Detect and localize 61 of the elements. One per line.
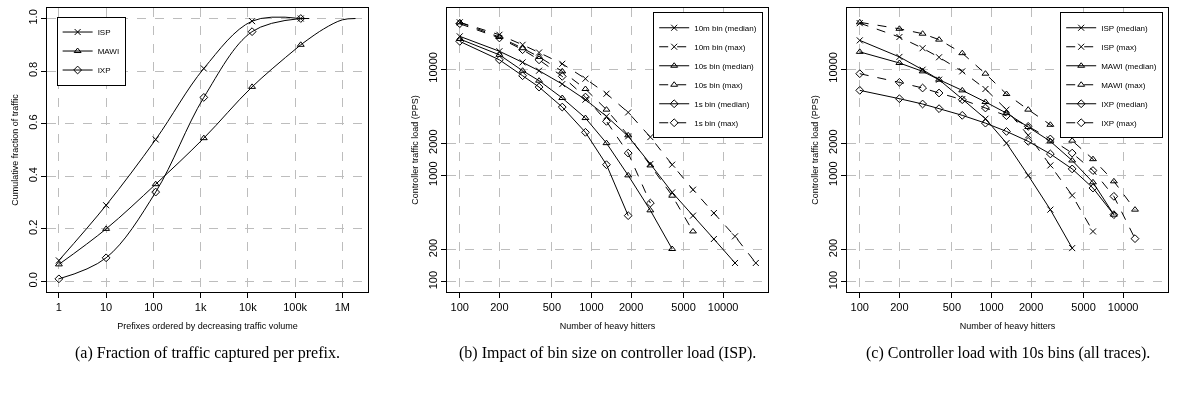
x-tick-label: 1000 [979, 301, 1004, 314]
y-axis-title: Controller traffic load (PPS) [409, 95, 420, 205]
y-tick-label: 0.4 [26, 167, 39, 183]
legend-label: ISP (median) [1101, 23, 1149, 33]
y-tick-label: 1000 [426, 161, 439, 186]
x-tick-label: 10000 [707, 301, 739, 314]
y-tick-label: 10000 [826, 52, 839, 83]
y-tick-label: 1.0 [26, 9, 39, 25]
y-tick-label: 0.2 [26, 219, 39, 235]
x-tick-label: 5000 [1071, 301, 1096, 314]
y-tick-label: 100 [426, 270, 439, 290]
x-tick-label: 1 [55, 301, 62, 314]
y-tick-label: 100 [826, 270, 839, 290]
legend-label: 10m bin (median) [694, 23, 757, 33]
x-tick-label: 100 [450, 301, 469, 314]
x-tick-label: 1M [334, 301, 350, 314]
legend-label: 10s bin (max) [694, 80, 743, 90]
x-tick-label: 10 [100, 301, 113, 314]
x-tick-label: 10000 [1107, 301, 1139, 314]
legend-label: 1s bin (median) [694, 99, 750, 109]
y-axis-title: Cumulative fraction of traffic [9, 93, 20, 206]
legend-label: IXP (median) [1101, 99, 1149, 109]
x-tick-label: 5000 [671, 301, 696, 314]
x-tick-label: 1000 [579, 301, 604, 314]
legend-label: MAWI [97, 47, 120, 57]
y-axis-title: Controller traffic load (PPS) [809, 95, 820, 205]
legend-label: IXP [97, 66, 111, 76]
y-tick-label: 200 [826, 238, 839, 258]
x-tick-label: 200 [890, 301, 909, 314]
legend-label: 1s bin (max) [694, 118, 739, 128]
x-tick-label: 200 [490, 301, 509, 314]
y-tick-label: 10000 [426, 52, 439, 83]
x-tick-label: 10k [238, 301, 258, 314]
x-tick-label: 100 [144, 301, 163, 314]
y-tick-label: 200 [426, 238, 439, 258]
y-tick-label: 0.6 [26, 114, 39, 130]
y-tick-label: 1000 [826, 161, 839, 186]
y-tick-label: 0.8 [26, 61, 39, 78]
y-tick-label: 2000 [426, 129, 439, 154]
legend-label: 10s bin (median) [694, 61, 755, 71]
x-tick-label: 1k [194, 301, 207, 314]
x-tick-label: 500 [942, 301, 961, 314]
legend-label: ISP (max) [1101, 42, 1137, 52]
text: (c) Controller load with 10s bins (all traces). [866, 344, 1151, 362]
text: (a) Fraction of traffic captured per prefix. [75, 344, 340, 362]
legend-label: MAWI (max) [1101, 80, 1146, 90]
x-tick-label: 2000 [1018, 301, 1044, 314]
y-tick-label: 0.0 [26, 272, 39, 288]
x-tick-label: 2000 [618, 301, 644, 314]
x-tick-label: 500 [542, 301, 561, 314]
x-axis-title: Prefixes ordered by decreasing traffic volume [117, 321, 298, 331]
legend-label: IXP (max) [1101, 118, 1137, 128]
x-tick-label: 100k [283, 301, 308, 314]
legend-label: ISP [97, 28, 111, 38]
text: (b) Impact of bin size on controller load (ISP). [459, 344, 757, 362]
x-axis-title: Number of heavy hitters [559, 321, 656, 331]
x-axis-title: Number of heavy hitters [959, 321, 1056, 331]
y-tick-label: 2000 [826, 129, 839, 154]
legend-label: MAWI (median) [1101, 61, 1157, 71]
x-tick-label: 100 [850, 301, 869, 314]
legend-label: 10m bin (max) [694, 42, 746, 52]
